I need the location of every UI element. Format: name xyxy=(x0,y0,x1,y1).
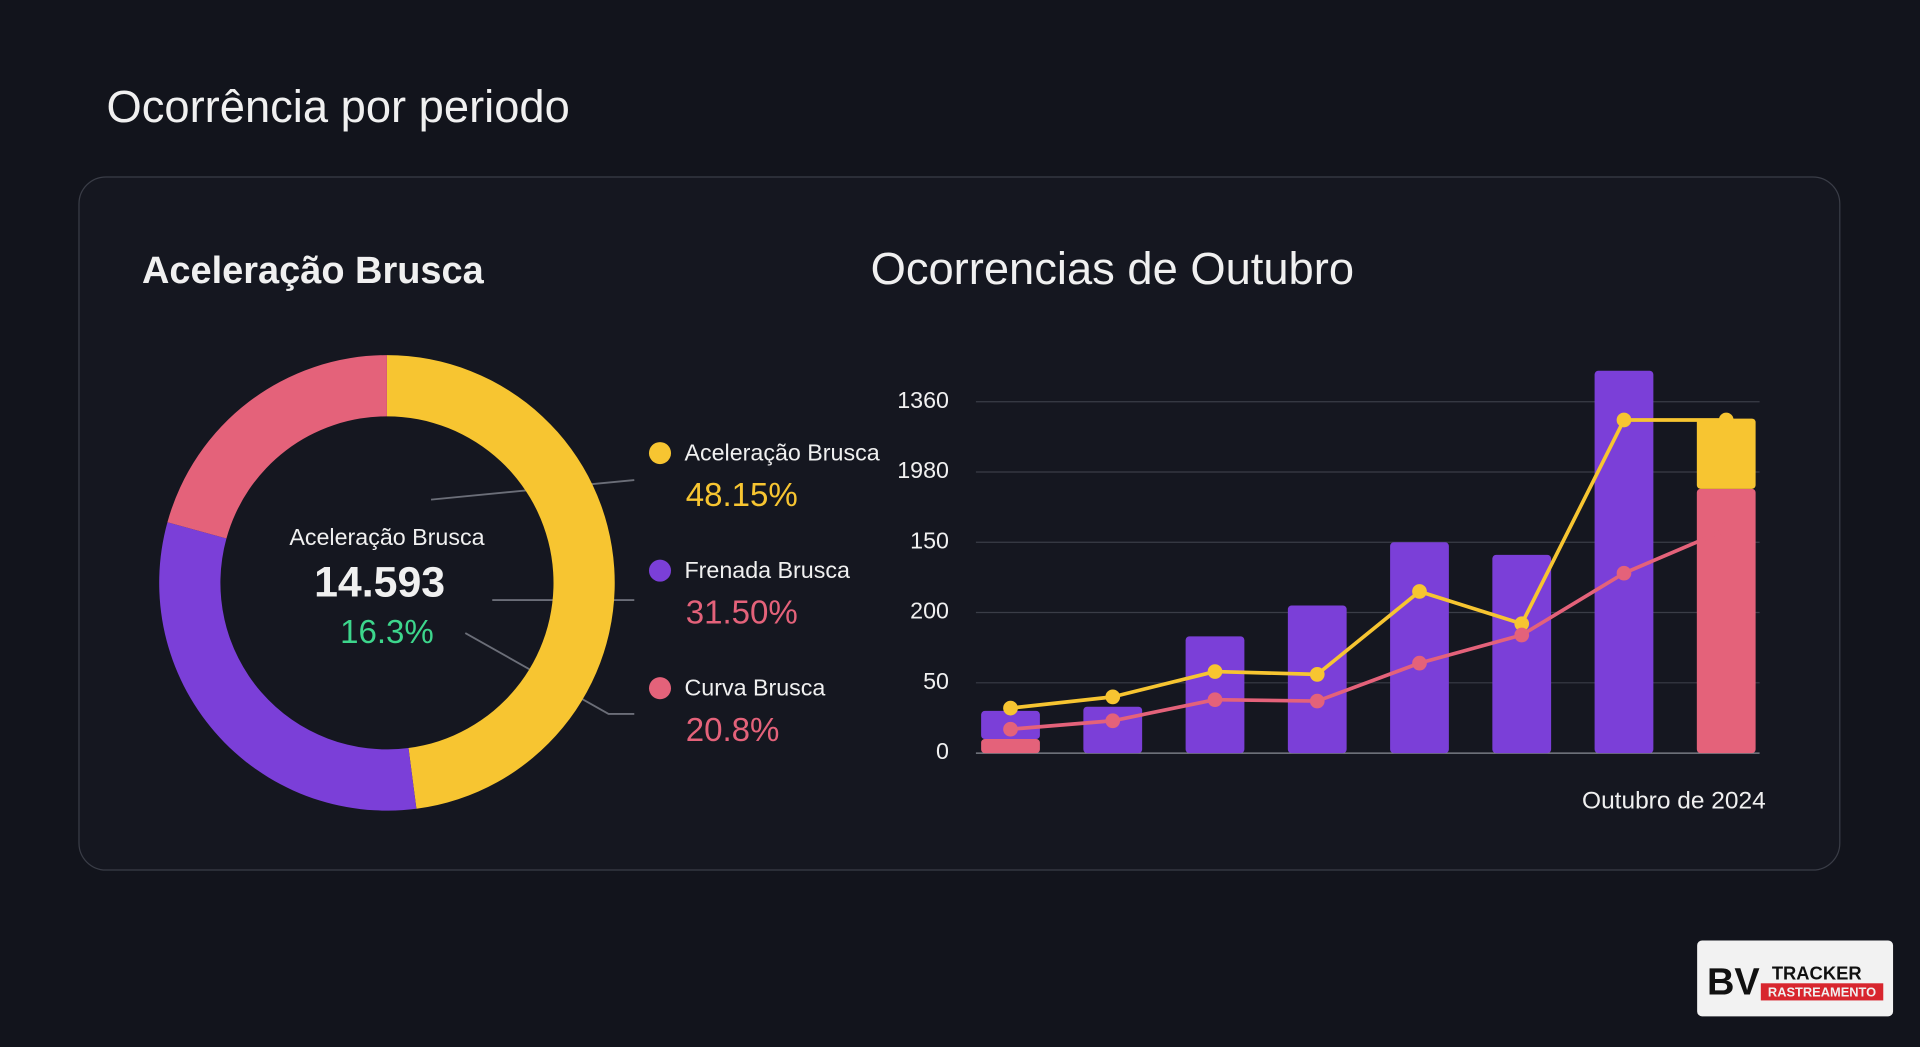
line-series xyxy=(1010,418,1727,710)
bar xyxy=(1594,370,1654,754)
bar xyxy=(1390,542,1449,754)
bar-title: Ocorrencias de Outubro xyxy=(871,243,1354,294)
line-point xyxy=(1105,713,1121,729)
line-point xyxy=(1514,616,1530,632)
line-point xyxy=(1309,693,1325,709)
donut-segment xyxy=(386,355,615,809)
logo-mark: BV xyxy=(1707,962,1760,1004)
line-point xyxy=(1105,689,1121,705)
donut-segment xyxy=(159,522,417,811)
legend-marker xyxy=(648,442,672,465)
line-point xyxy=(1309,667,1325,682)
x-axis-label: Outubro de 2024 xyxy=(1582,788,1766,815)
bar xyxy=(1492,554,1552,754)
line-point xyxy=(1412,655,1427,671)
donut-segment xyxy=(167,355,387,539)
y-tick-label: 0 xyxy=(936,738,949,764)
legend-value: 31.50% xyxy=(686,594,798,631)
legend-value: 20.8% xyxy=(686,712,780,749)
bar xyxy=(1696,418,1756,489)
line-point xyxy=(1616,412,1632,428)
logo-band xyxy=(1760,983,1884,1001)
legend-value: 48.15% xyxy=(686,477,798,514)
line-point xyxy=(1616,565,1632,581)
line-series xyxy=(1010,527,1727,732)
y-tick-label: 1360 xyxy=(897,387,949,413)
logo: BV TRACKER RASTREAMENTO xyxy=(1697,940,1894,1017)
legend-label: Aceleração Brusca xyxy=(684,439,879,465)
line-point xyxy=(1412,584,1427,599)
center-change: 16.3% xyxy=(340,614,434,651)
logo-name: TRACKER xyxy=(1772,963,1862,984)
bar xyxy=(1696,488,1756,754)
bar xyxy=(981,739,1040,754)
line-point xyxy=(1207,664,1223,679)
legend: Aceleração Brusca 48.15% Frenada Brusca 31.… xyxy=(648,439,880,749)
line-point xyxy=(1718,522,1734,537)
page-title: Ocorrência por periodo xyxy=(107,81,570,132)
line-point xyxy=(1003,721,1018,737)
line-point xyxy=(1718,412,1734,428)
line-point xyxy=(1003,700,1018,716)
y-tick-label: 200 xyxy=(910,598,949,624)
bar-chart: 0 50 200 150 1980 1360 xyxy=(897,370,1760,764)
connector xyxy=(464,632,635,715)
center-value: 14.593 xyxy=(314,559,445,607)
donut-chart xyxy=(159,355,615,811)
logo-tagline: RASTREAMENTO xyxy=(1768,984,1876,999)
line-point xyxy=(1207,692,1223,708)
legend-marker xyxy=(648,677,672,700)
donut-title: Aceleração Brusca xyxy=(142,250,485,292)
legend-marker xyxy=(648,559,672,582)
y-tick-label: 150 xyxy=(910,527,949,553)
line-point xyxy=(1514,627,1530,643)
legend-label: Curva Brusca xyxy=(684,675,825,701)
y-tick-label: 1980 xyxy=(897,457,949,483)
y-tick-label: 50 xyxy=(923,668,949,694)
legend-label: Frenada Brusca xyxy=(684,557,849,583)
center-label: Aceleração Brusca xyxy=(289,524,484,550)
